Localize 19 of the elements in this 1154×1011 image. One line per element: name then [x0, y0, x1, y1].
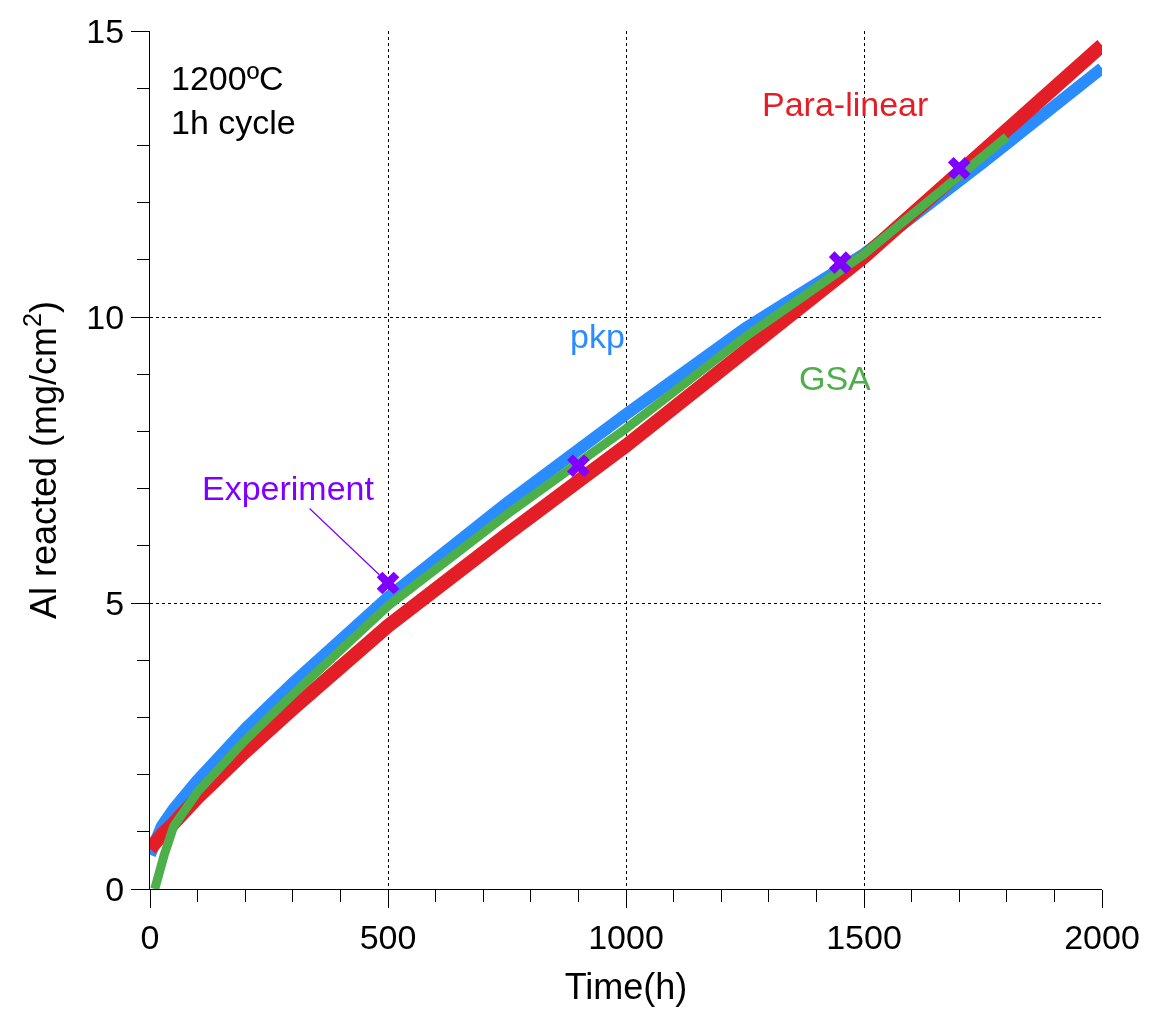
- x-tick-label: 2000: [1064, 917, 1140, 956]
- point: [376, 571, 400, 595]
- point: [567, 454, 590, 478]
- x-tick-label: 1000: [588, 917, 664, 956]
- x-axis-title: Time(h): [564, 965, 688, 1007]
- point: [947, 156, 971, 180]
- x-tick-label: 0: [140, 917, 160, 956]
- y-tick-label: 10: [86, 297, 125, 336]
- annotation: 1200ºC 1h cycle: [171, 59, 296, 142]
- y-tick-label: 15: [86, 11, 125, 50]
- series-label: pkp: [570, 317, 625, 355]
- x-tick-label: 1500: [826, 917, 902, 956]
- y-tick-label: 0: [105, 869, 125, 908]
- y-tick-label: 5: [105, 583, 125, 622]
- point: [828, 251, 852, 274]
- x-tick-label: 500: [359, 917, 417, 956]
- series-label: Experiment: [202, 469, 375, 507]
- series-label: GSA: [799, 359, 872, 397]
- series-label: Para-linear: [762, 85, 929, 123]
